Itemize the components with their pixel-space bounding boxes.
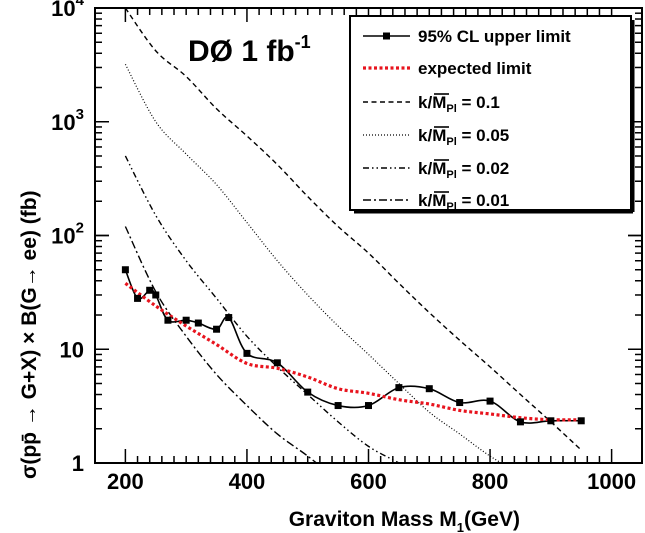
observed-limit-point	[182, 316, 190, 324]
observed-limit-point	[365, 402, 372, 410]
experiment-annotation: DØ 1 fb-1	[188, 32, 311, 68]
x-axis-title: Graviton Mass M1(GeV)	[289, 508, 520, 533]
observed-limit-point	[547, 417, 555, 425]
observed-limit-point	[164, 316, 172, 324]
x-tick-label: 1000	[587, 469, 636, 494]
observed-limit-point	[516, 418, 524, 426]
observed-limit-point	[273, 359, 281, 367]
observed-limit-point	[194, 319, 202, 327]
observed-limit-point	[243, 349, 251, 357]
observed-limit-point	[425, 385, 433, 393]
legend-entry-4: k/MPl = 0.02	[418, 159, 509, 181]
legend: 95% CL upper limit expected limit k/MPl = …	[349, 15, 635, 214]
observed-limit-point	[134, 294, 142, 302]
observed-limit-point	[152, 291, 160, 299]
legend-entry-5: k/MPl = 0.01	[418, 191, 509, 213]
legend-entry-1: expected limit	[418, 59, 532, 78]
series-line-3	[124, 64, 503, 463]
legend-box	[349, 15, 632, 211]
observed-limit-point	[225, 314, 233, 322]
plot-area	[121, 8, 585, 463]
y-axis-title: σ(pp̄ → G+X) × B(G→ ee) (fb)	[18, 190, 41, 479]
observed-limit-point	[577, 417, 585, 425]
observed-limit-point	[334, 402, 342, 410]
observed-limit-point	[395, 384, 403, 392]
x-tick-label: 200	[107, 469, 144, 494]
x-tick-label: 600	[350, 469, 387, 494]
legend-entry-3: k/MPl = 0.05	[418, 126, 509, 148]
observed-limit-point	[486, 397, 494, 405]
series-line-0	[124, 269, 582, 424]
series-line-5	[124, 226, 318, 463]
y-tick-label: 103	[51, 106, 84, 135]
observed-limit-point	[146, 286, 154, 294]
x-tick-label: 400	[229, 469, 266, 494]
y-tick-label: 10	[60, 337, 84, 362]
y-tick-label: 1	[72, 451, 84, 476]
x-tick-label: 800	[472, 469, 509, 494]
y-tick-label: 104	[51, 0, 84, 21]
y-tick-label: 102	[51, 220, 84, 249]
legend-entry-0: 95% CL upper limit	[418, 27, 571, 46]
legend-marker	[383, 32, 390, 40]
axis-ticks	[95, 7, 642, 464]
series-line-2	[124, 8, 582, 451]
tick-labels: 200 400 600 800 1000 1 10 102 103 104	[51, 0, 636, 494]
observed-limit-point	[213, 325, 221, 333]
series-line-1	[124, 282, 582, 422]
legend-entry-2: k/MPl = 0.1	[418, 93, 500, 115]
observed-limit-point	[456, 399, 464, 407]
observed-limit-point	[121, 266, 129, 274]
observed-limit-point	[304, 388, 312, 396]
